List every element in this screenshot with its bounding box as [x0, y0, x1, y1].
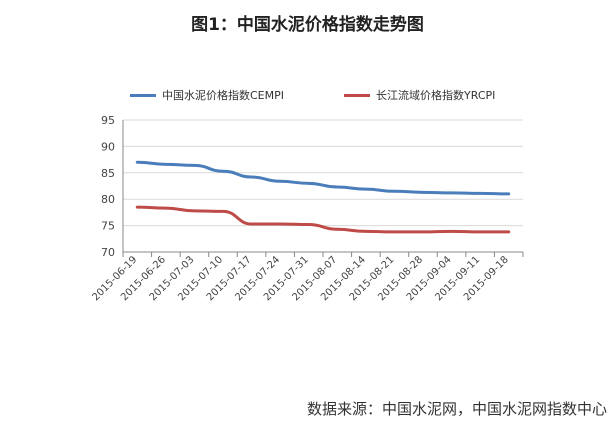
y-tick-label: 85 [101, 167, 115, 180]
data-source-note: 数据来源：中国水泥网，中国水泥网指数中心 [306, 400, 607, 418]
chart-title: 图1：中国水泥价格指数走势图 [191, 15, 424, 35]
legend-label-yrcpi: 长江流域价格指数YRCPI [376, 89, 496, 102]
legend: 中国水泥价格指数CEMPI 长江流域价格指数YRCPI [130, 87, 495, 103]
legend-item-cempi: 中国水泥价格指数CEMPI [130, 87, 284, 103]
legend-item-yrcpi: 长江流域价格指数YRCPI [344, 87, 495, 103]
y-tick-label: 95 [101, 114, 115, 127]
legend-swatch-cempi [130, 93, 156, 97]
y-tick-label: 80 [101, 193, 115, 206]
legend-label-cempi: 中国水泥价格指数CEMPI [162, 89, 284, 102]
series-line-cempi [135, 160, 511, 196]
line-chart: 7075808590952015-06-192015-06-262015-07-… [91, 114, 524, 303]
series-line-yrcpi [135, 205, 511, 234]
legend-swatch-yrcpi [344, 93, 370, 97]
y-tick-label: 75 [101, 220, 115, 233]
y-tick-label: 70 [101, 246, 115, 259]
y-tick-label: 90 [101, 140, 115, 153]
